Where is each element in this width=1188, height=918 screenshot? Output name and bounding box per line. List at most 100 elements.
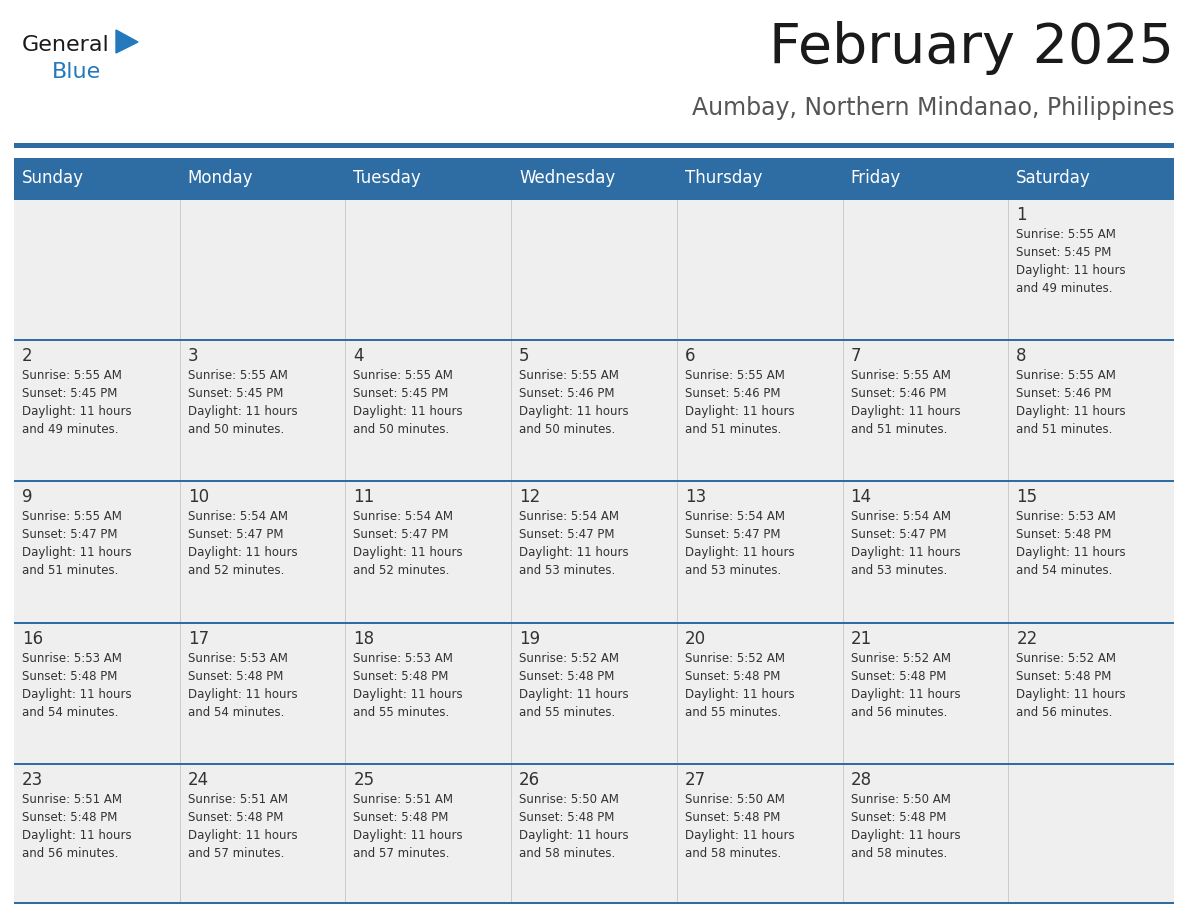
Text: Sunrise: 5:53 AM
Sunset: 5:48 PM
Daylight: 11 hours
and 55 minutes.: Sunrise: 5:53 AM Sunset: 5:48 PM Dayligh…	[353, 652, 463, 719]
Bar	[677, 339, 842, 480]
Text: Sunrise: 5:55 AM
Sunset: 5:46 PM
Daylight: 11 hours
and 50 minutes.: Sunrise: 5:55 AM Sunset: 5:46 PM Dayligh…	[519, 369, 628, 436]
Text: 18: 18	[353, 630, 374, 647]
Text: Sunrise: 5:50 AM
Sunset: 5:48 PM
Daylight: 11 hours
and 58 minutes.: Sunrise: 5:50 AM Sunset: 5:48 PM Dayligh…	[851, 793, 960, 860]
Text: 15: 15	[1016, 488, 1037, 507]
Text: 4: 4	[353, 347, 364, 365]
Text: 10: 10	[188, 488, 209, 507]
Bar	[346, 480, 511, 482]
Text: Sunrise: 5:52 AM
Sunset: 5:48 PM
Daylight: 11 hours
and 56 minutes.: Sunrise: 5:52 AM Sunset: 5:48 PM Dayligh…	[851, 652, 960, 719]
Bar	[346, 198, 511, 339]
Text: Sunrise: 5:55 AM
Sunset: 5:45 PM
Daylight: 11 hours
and 49 minutes.: Sunrise: 5:55 AM Sunset: 5:45 PM Dayligh…	[1016, 228, 1126, 295]
Bar	[842, 339, 1009, 341]
Bar	[179, 480, 346, 482]
Text: Sunrise: 5:53 AM
Sunset: 5:48 PM
Daylight: 11 hours
and 54 minutes.: Sunrise: 5:53 AM Sunset: 5:48 PM Dayligh…	[188, 652, 297, 719]
Bar	[511, 621, 677, 763]
Bar	[179, 339, 346, 341]
Text: 11: 11	[353, 488, 374, 507]
Bar	[14, 158, 179, 198]
Bar	[14, 198, 179, 200]
Text: Sunrise: 5:51 AM
Sunset: 5:48 PM
Daylight: 11 hours
and 57 minutes.: Sunrise: 5:51 AM Sunset: 5:48 PM Dayligh…	[188, 793, 297, 860]
Text: 1: 1	[1016, 206, 1026, 224]
Text: Sunrise: 5:54 AM
Sunset: 5:47 PM
Daylight: 11 hours
and 53 minutes.: Sunrise: 5:54 AM Sunset: 5:47 PM Dayligh…	[519, 510, 628, 577]
Text: Friday: Friday	[851, 169, 901, 187]
Bar	[346, 339, 511, 480]
Text: Sunrise: 5:52 AM
Sunset: 5:48 PM
Daylight: 11 hours
and 55 minutes.: Sunrise: 5:52 AM Sunset: 5:48 PM Dayligh…	[684, 652, 795, 719]
Text: Sunrise: 5:50 AM
Sunset: 5:48 PM
Daylight: 11 hours
and 58 minutes.: Sunrise: 5:50 AM Sunset: 5:48 PM Dayligh…	[519, 793, 628, 860]
Text: Sunrise: 5:53 AM
Sunset: 5:48 PM
Daylight: 11 hours
and 54 minutes.: Sunrise: 5:53 AM Sunset: 5:48 PM Dayligh…	[23, 652, 132, 719]
Text: 21: 21	[851, 630, 872, 647]
Bar	[511, 621, 677, 623]
Bar	[179, 763, 346, 904]
Text: 27: 27	[684, 771, 706, 789]
Bar	[14, 339, 179, 480]
Text: Sunrise: 5:52 AM
Sunset: 5:48 PM
Daylight: 11 hours
and 56 minutes.: Sunrise: 5:52 AM Sunset: 5:48 PM Dayligh…	[1016, 652, 1126, 719]
Text: General: General	[23, 35, 109, 55]
Text: 16: 16	[23, 630, 43, 647]
Bar	[677, 621, 842, 623]
Bar	[14, 143, 1174, 148]
Text: 23: 23	[23, 771, 43, 789]
Text: Saturday: Saturday	[1016, 169, 1091, 187]
Text: 14: 14	[851, 488, 872, 507]
Bar	[179, 480, 346, 621]
Text: February 2025: February 2025	[769, 21, 1174, 75]
Text: Sunrise: 5:54 AM
Sunset: 5:47 PM
Daylight: 11 hours
and 52 minutes.: Sunrise: 5:54 AM Sunset: 5:47 PM Dayligh…	[188, 510, 297, 577]
Bar	[511, 763, 677, 765]
Text: Sunrise: 5:54 AM
Sunset: 5:47 PM
Daylight: 11 hours
and 53 minutes.: Sunrise: 5:54 AM Sunset: 5:47 PM Dayligh…	[684, 510, 795, 577]
Bar	[511, 339, 677, 480]
Text: 19: 19	[519, 630, 541, 647]
Bar	[842, 158, 1009, 198]
Text: Sunrise: 5:55 AM
Sunset: 5:47 PM
Daylight: 11 hours
and 51 minutes.: Sunrise: 5:55 AM Sunset: 5:47 PM Dayligh…	[23, 510, 132, 577]
Bar	[1009, 621, 1174, 623]
Bar	[179, 158, 346, 198]
Text: 28: 28	[851, 771, 872, 789]
Bar	[511, 763, 677, 904]
Bar	[677, 480, 842, 621]
Bar	[1009, 621, 1174, 763]
Bar	[346, 763, 511, 765]
Bar	[842, 621, 1009, 763]
Text: 24: 24	[188, 771, 209, 789]
Text: 6: 6	[684, 347, 695, 365]
Text: 5: 5	[519, 347, 530, 365]
Bar	[14, 198, 179, 339]
Text: Wednesday: Wednesday	[519, 169, 615, 187]
Text: 8: 8	[1016, 347, 1026, 365]
Bar	[179, 621, 346, 763]
Text: 2: 2	[23, 347, 32, 365]
Bar	[511, 158, 677, 198]
Text: 7: 7	[851, 347, 861, 365]
Text: Sunrise: 5:55 AM
Sunset: 5:45 PM
Daylight: 11 hours
and 49 minutes.: Sunrise: 5:55 AM Sunset: 5:45 PM Dayligh…	[23, 369, 132, 436]
Text: Tuesday: Tuesday	[353, 169, 422, 187]
Bar	[842, 198, 1009, 200]
Bar	[1009, 339, 1174, 480]
Text: Sunrise: 5:51 AM
Sunset: 5:48 PM
Daylight: 11 hours
and 56 minutes.: Sunrise: 5:51 AM Sunset: 5:48 PM Dayligh…	[23, 793, 132, 860]
Bar	[14, 621, 179, 623]
Text: Sunrise: 5:54 AM
Sunset: 5:47 PM
Daylight: 11 hours
and 52 minutes.: Sunrise: 5:54 AM Sunset: 5:47 PM Dayligh…	[353, 510, 463, 577]
Text: 12: 12	[519, 488, 541, 507]
Bar	[346, 621, 511, 623]
Bar	[511, 198, 677, 200]
Bar	[511, 480, 677, 621]
Text: Sunrise: 5:53 AM
Sunset: 5:48 PM
Daylight: 11 hours
and 54 minutes.: Sunrise: 5:53 AM Sunset: 5:48 PM Dayligh…	[1016, 510, 1126, 577]
Bar	[14, 480, 179, 482]
Text: Sunrise: 5:55 AM
Sunset: 5:46 PM
Daylight: 11 hours
and 51 minutes.: Sunrise: 5:55 AM Sunset: 5:46 PM Dayligh…	[1016, 369, 1126, 436]
Bar	[677, 763, 842, 904]
Text: Monday: Monday	[188, 169, 253, 187]
Text: 3: 3	[188, 347, 198, 365]
Polygon shape	[116, 30, 138, 53]
Bar	[14, 902, 1174, 904]
Text: Thursday: Thursday	[684, 169, 763, 187]
Text: Sunrise: 5:52 AM
Sunset: 5:48 PM
Daylight: 11 hours
and 55 minutes.: Sunrise: 5:52 AM Sunset: 5:48 PM Dayligh…	[519, 652, 628, 719]
Bar	[1009, 158, 1174, 198]
Text: Sunrise: 5:51 AM
Sunset: 5:48 PM
Daylight: 11 hours
and 57 minutes.: Sunrise: 5:51 AM Sunset: 5:48 PM Dayligh…	[353, 793, 463, 860]
Bar	[511, 339, 677, 341]
Bar	[1009, 339, 1174, 341]
Text: Sunrise: 5:54 AM
Sunset: 5:47 PM
Daylight: 11 hours
and 53 minutes.: Sunrise: 5:54 AM Sunset: 5:47 PM Dayligh…	[851, 510, 960, 577]
Text: 9: 9	[23, 488, 32, 507]
Text: 25: 25	[353, 771, 374, 789]
Bar	[677, 198, 842, 200]
Bar	[346, 158, 511, 198]
Bar	[842, 480, 1009, 482]
Text: Sunrise: 5:55 AM
Sunset: 5:45 PM
Daylight: 11 hours
and 50 minutes.: Sunrise: 5:55 AM Sunset: 5:45 PM Dayligh…	[353, 369, 463, 436]
